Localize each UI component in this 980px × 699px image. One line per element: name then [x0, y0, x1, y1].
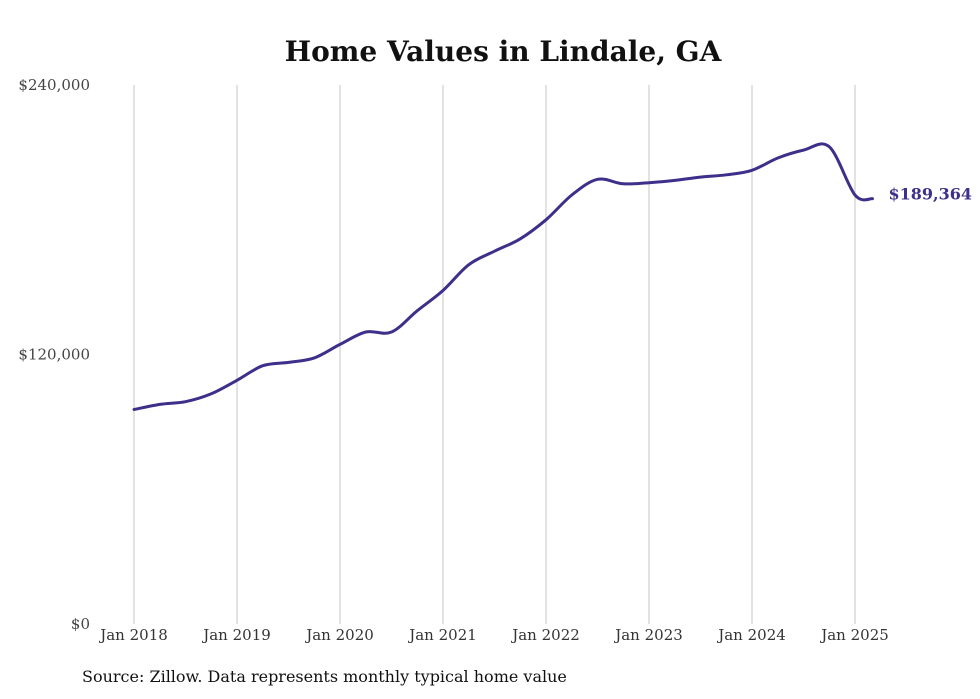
- y-tick-label: $0: [71, 615, 90, 633]
- latest-value-label: $189,364: [889, 185, 973, 204]
- x-tick-label: Jan 2025: [819, 626, 889, 644]
- x-tick-label: Jan 2020: [304, 626, 374, 644]
- chart-title: Home Values in Lindale, GA: [285, 35, 723, 68]
- x-tick-label: Jan 2021: [407, 626, 477, 644]
- x-tick-label: Jan 2023: [613, 626, 683, 644]
- gridlines: [133, 85, 856, 624]
- x-tick-label: Jan 2024: [716, 626, 786, 644]
- x-tick-label: Jan 2022: [510, 626, 580, 644]
- y-tick-label: $240,000: [18, 76, 90, 94]
- x-tick-label: Jan 2019: [201, 626, 271, 644]
- x-tick-label: Jan 2018: [98, 626, 168, 644]
- line-chart: Home Values in Lindale, GA $0 $120,000 $24…: [18, 35, 973, 644]
- source-note: Source: Zillow. Data represents monthly …: [82, 667, 567, 686]
- x-axis-ticks: Jan 2018 Jan 2019 Jan 2020 Jan 2021 Jan 2022…: [98, 626, 889, 644]
- y-tick-label: $120,000: [18, 346, 90, 364]
- y-axis-ticks: $0 $120,000 $240,000: [18, 76, 90, 633]
- home-value-line: [132, 142, 874, 411]
